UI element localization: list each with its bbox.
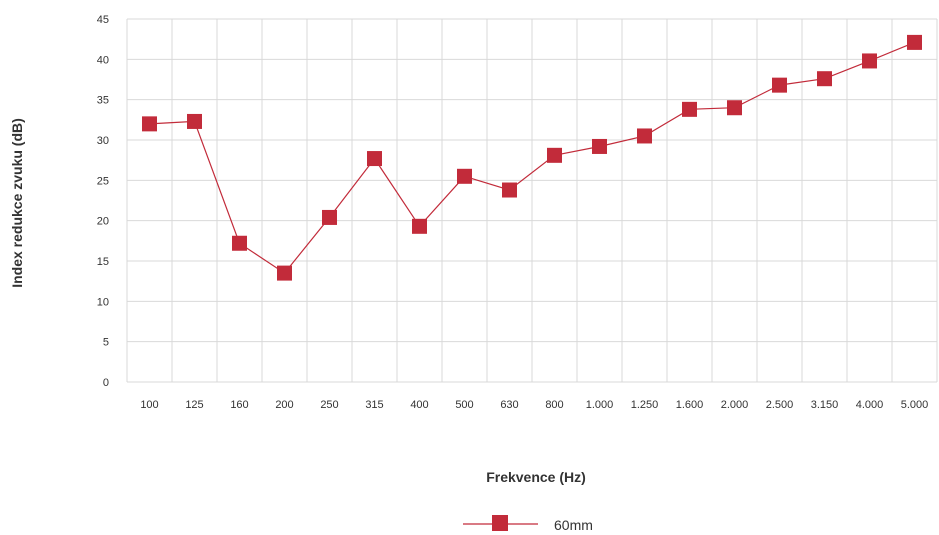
data-point-marker — [322, 209, 337, 225]
x-tick-label: 160 — [230, 399, 248, 411]
data-point-marker — [367, 151, 382, 167]
y-tick-label: 25 — [97, 175, 109, 187]
data-point-marker — [637, 128, 652, 144]
x-tick-label: 2.000 — [721, 399, 749, 411]
x-tick-label: 315 — [365, 399, 383, 411]
data-point-marker — [907, 34, 922, 50]
data-point-marker — [232, 235, 247, 251]
x-tick-label: 800 — [545, 399, 563, 411]
y-tick-label: 20 — [97, 216, 109, 228]
data-point-marker — [772, 77, 787, 93]
y-axis-title: Index redukce zvuku (dB) — [9, 118, 25, 288]
data-point-marker — [817, 71, 832, 87]
y-tick-label: 10 — [97, 296, 109, 308]
x-tick-label: 1.600 — [676, 399, 704, 411]
x-tick-label: 1.000 — [586, 399, 614, 411]
data-point-marker — [682, 101, 697, 117]
x-tick-label: 4.000 — [856, 399, 884, 411]
y-tick-label: 0 — [103, 377, 109, 389]
y-tick-label: 5 — [103, 337, 109, 349]
x-axis-title: Frekvence (Hz) — [486, 469, 586, 485]
x-tick-label: 500 — [455, 399, 473, 411]
data-point-marker — [187, 113, 202, 129]
data-point-marker — [592, 138, 607, 154]
grid — [126, 18, 938, 383]
legend-marker-60mm — [492, 515, 508, 531]
y-tick-label: 15 — [97, 256, 109, 268]
x-tick-label: 5.000 — [901, 399, 929, 411]
data-point-marker — [277, 265, 292, 281]
y-tick-label: 35 — [97, 95, 109, 107]
data-point-marker — [727, 100, 742, 116]
x-tick-label: 3.150 — [811, 399, 839, 411]
x-tick-label: 400 — [410, 399, 428, 411]
series-layer — [142, 34, 922, 281]
x-tick-label: 125 — [185, 399, 203, 411]
data-point-marker — [502, 182, 517, 198]
data-point-marker — [862, 53, 877, 69]
y-tick-label: 30 — [97, 135, 109, 147]
y-axis-ticks: 0 5 10 15 20 25 30 35 40 45 — [97, 14, 109, 389]
y-tick-label: 40 — [97, 54, 109, 66]
y-tick-label: 45 — [97, 14, 109, 26]
x-tick-label: 200 — [275, 399, 293, 411]
x-tick-label: 100 — [140, 399, 158, 411]
x-tick-label: 250 — [320, 399, 338, 411]
data-point-marker — [547, 147, 562, 163]
x-axis-ticks: 100 125 160 200 250 315 400 500 630 800 1.000 1.250… — [140, 399, 928, 411]
data-point-marker — [412, 218, 427, 234]
data-point-marker — [142, 116, 157, 132]
x-tick-label: 630 — [500, 399, 518, 411]
x-tick-label: 2.500 — [766, 399, 794, 411]
data-point-marker — [457, 168, 472, 184]
x-tick-label: 1.250 — [631, 399, 659, 411]
legend-label-60mm: 60mm — [554, 517, 593, 533]
legend: 60mm — [463, 515, 593, 533]
